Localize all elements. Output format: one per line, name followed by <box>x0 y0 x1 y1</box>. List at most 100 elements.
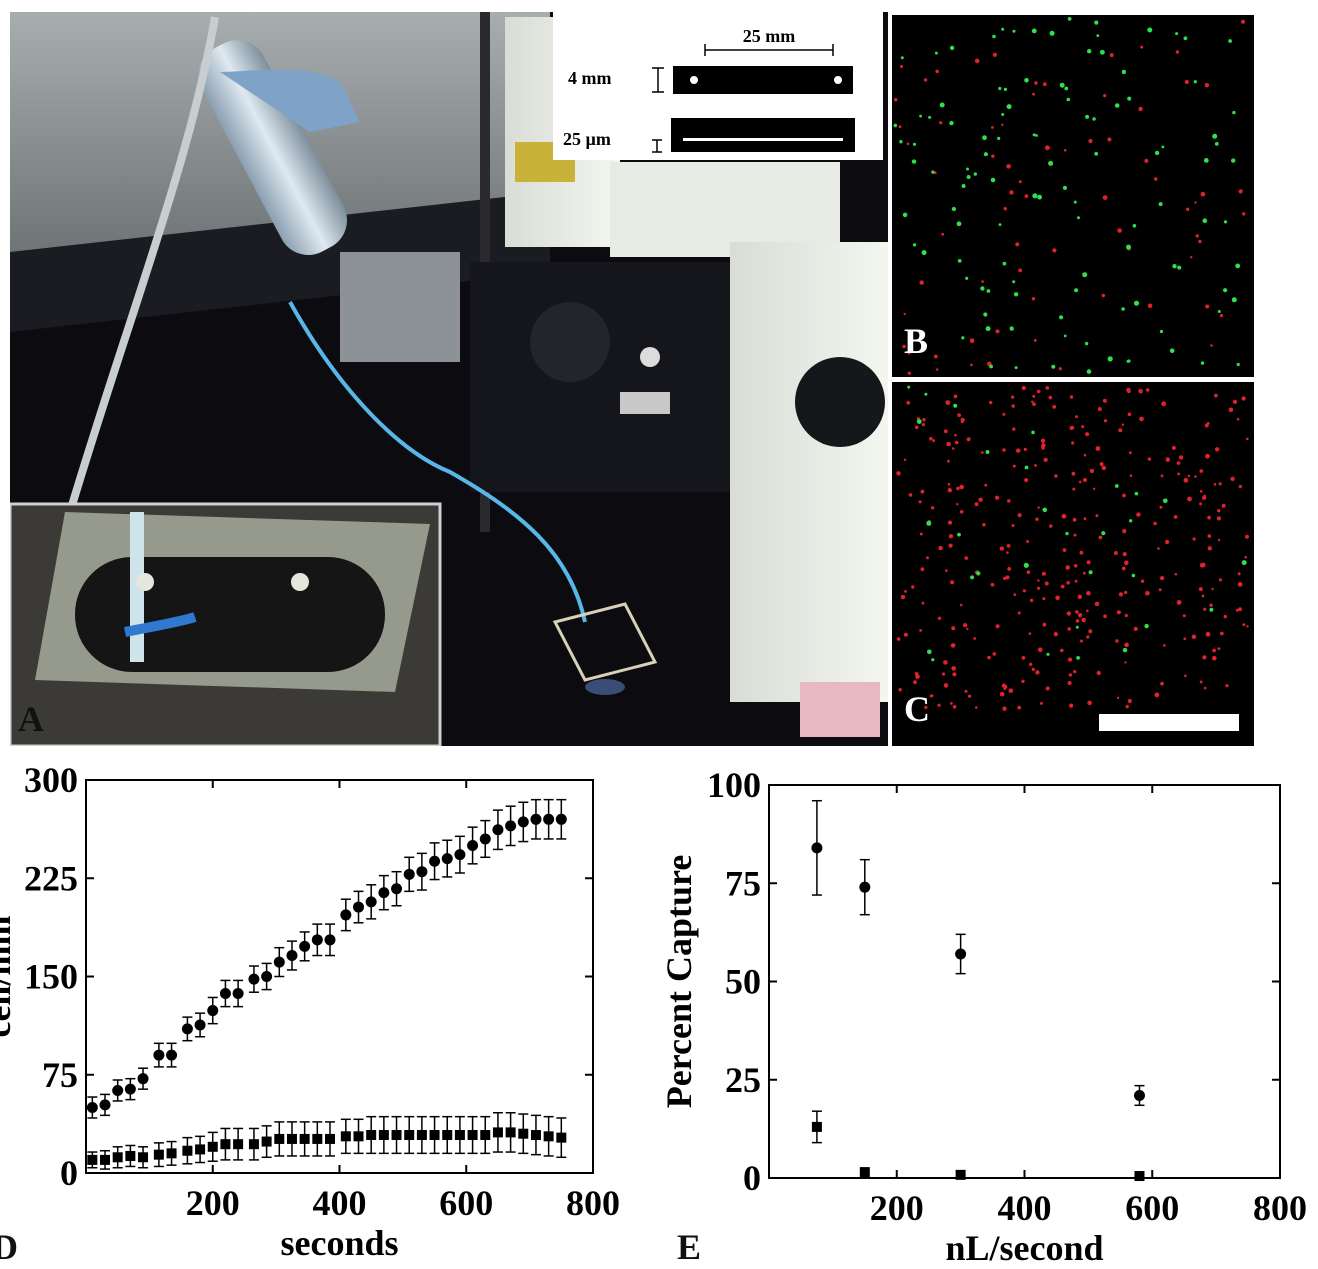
red-cell <box>1095 446 1101 451</box>
green-cell <box>1076 656 1080 660</box>
red-cell <box>991 154 995 158</box>
red-cell <box>991 126 994 129</box>
green-cell <box>1059 315 1064 320</box>
red-cell <box>1176 600 1182 605</box>
data-point-circle <box>181 1023 193 1035</box>
green-cell <box>900 56 904 60</box>
red-cell <box>952 672 957 677</box>
red-cell <box>1052 405 1057 409</box>
green-cell <box>998 86 1002 91</box>
green-cell <box>934 51 938 55</box>
red-cell <box>1032 402 1036 406</box>
green-cell <box>1133 300 1140 306</box>
data-point-circle <box>378 887 390 899</box>
data-point-circle <box>505 820 517 832</box>
red-cell <box>992 652 997 656</box>
green-cell <box>1214 142 1219 146</box>
red-cell <box>1044 581 1049 586</box>
green-cell <box>1031 28 1037 34</box>
red-cell <box>948 543 953 548</box>
data-point-circle <box>479 833 491 845</box>
data-point-square <box>299 1133 310 1144</box>
red-cell <box>1102 398 1107 403</box>
y-tick-label: 50 <box>725 962 761 1002</box>
data-point-circle <box>299 940 311 952</box>
red-cell <box>1124 661 1127 664</box>
green-cell <box>1126 244 1131 250</box>
red-cell <box>906 142 910 146</box>
red-cell <box>914 425 919 430</box>
red-cell <box>1031 297 1036 301</box>
stage-indicator <box>640 347 660 367</box>
red-cell <box>1145 388 1150 392</box>
red-cell <box>999 546 1005 551</box>
red-cell <box>1042 597 1046 601</box>
green-cell <box>1177 265 1182 270</box>
red-cell <box>1075 610 1079 614</box>
red-cell <box>924 705 928 710</box>
red-cell <box>1060 648 1064 653</box>
green-cell <box>986 289 991 293</box>
red-cell <box>1026 570 1031 574</box>
red-cell <box>903 312 906 316</box>
red-cell <box>1127 698 1132 704</box>
red-cell <box>1073 670 1077 674</box>
red-cell <box>1007 567 1012 571</box>
red-cell <box>1037 586 1041 590</box>
red-cell <box>1171 445 1176 450</box>
green-cell <box>1231 158 1236 163</box>
red-cell <box>1007 499 1011 503</box>
red-cell <box>1036 389 1041 394</box>
flow-cell-holder <box>552 602 658 682</box>
red-cell <box>1094 601 1100 607</box>
red-cell <box>951 447 955 450</box>
red-cell <box>1083 478 1087 482</box>
red-cell <box>1109 53 1114 58</box>
red-cell <box>1005 575 1010 580</box>
data-point-square <box>442 1130 453 1141</box>
red-cell <box>1042 622 1047 627</box>
green-cell <box>1217 310 1221 313</box>
red-cell <box>1217 647 1221 650</box>
red-cell <box>953 394 958 399</box>
red-cell <box>1103 614 1107 618</box>
green-cell <box>1161 145 1165 149</box>
red-cell <box>1241 19 1245 24</box>
green-cell <box>970 575 975 580</box>
panel-c-cells <box>896 385 1249 711</box>
red-cell <box>1077 594 1082 599</box>
red-cell <box>1031 667 1035 672</box>
green-cell <box>1009 326 1014 331</box>
red-cell <box>896 471 901 476</box>
channel-top-view <box>673 66 853 94</box>
panel-c-background <box>892 382 1254 746</box>
red-cell <box>926 556 929 560</box>
data-point-square <box>530 1130 541 1141</box>
red-cell <box>906 400 911 405</box>
red-cell <box>1072 487 1076 491</box>
red-cell <box>1225 684 1229 688</box>
green-cell <box>1096 34 1100 37</box>
red-cell <box>1228 407 1234 413</box>
red-cell <box>1085 432 1090 437</box>
data-point-square <box>248 1139 259 1150</box>
green-cell <box>1035 134 1038 137</box>
red-cell <box>920 567 925 572</box>
green-cell <box>1075 625 1079 629</box>
red-cell <box>1138 106 1143 112</box>
red-cell <box>1088 138 1093 144</box>
red-cell <box>1174 572 1178 576</box>
red-cell <box>1242 623 1246 627</box>
red-cell <box>936 368 939 371</box>
red-cell <box>1048 395 1053 400</box>
green-cell <box>1001 27 1005 31</box>
red-cell <box>1083 517 1087 521</box>
red-cell <box>1207 534 1212 538</box>
red-cell <box>1096 670 1101 676</box>
green-cell <box>985 326 991 332</box>
red-cell <box>947 482 951 486</box>
red-cell <box>896 637 901 641</box>
red-cell <box>1129 474 1133 477</box>
x-tick-label: 800 <box>1253 1188 1307 1228</box>
green-cell <box>956 221 962 227</box>
